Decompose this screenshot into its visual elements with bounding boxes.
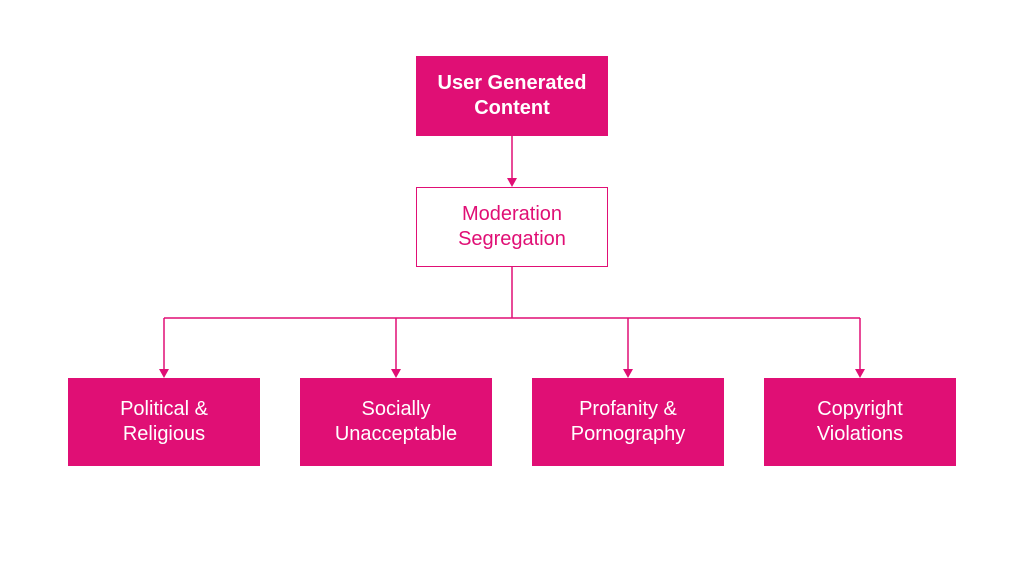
flowchart-stage: User GeneratedContent ModerationSegregati… bbox=[0, 0, 1024, 571]
node-label-line: User Generated bbox=[438, 71, 587, 96]
arrowhead-icon bbox=[159, 369, 169, 378]
node-pol: Political &Religious bbox=[68, 378, 260, 466]
node-label-line: Copyright bbox=[817, 397, 903, 422]
node-ugc: User GeneratedContent bbox=[416, 56, 608, 136]
node-label: CopyrightViolations bbox=[805, 397, 915, 447]
arrowhead-icon bbox=[391, 369, 401, 378]
arrowhead-icon bbox=[623, 369, 633, 378]
node-label-line: Content bbox=[438, 96, 587, 121]
node-prof: Profanity &Pornography bbox=[532, 378, 724, 466]
node-label-line: Profanity & bbox=[571, 397, 686, 422]
node-label: User GeneratedContent bbox=[426, 71, 599, 121]
node-label-line: Violations bbox=[817, 422, 903, 447]
node-label: Profanity &Pornography bbox=[559, 397, 698, 447]
node-label-line: Unacceptable bbox=[335, 422, 457, 447]
arrowhead-icon bbox=[507, 178, 517, 187]
node-label-line: Segregation bbox=[458, 227, 566, 252]
node-label: ModerationSegregation bbox=[446, 202, 578, 252]
node-copy: CopyrightViolations bbox=[764, 378, 956, 466]
arrowhead-icon bbox=[855, 369, 865, 378]
node-label-line: Socially bbox=[335, 397, 457, 422]
node-label-line: Pornography bbox=[571, 422, 686, 447]
node-label-line: Moderation bbox=[458, 202, 566, 227]
node-label-line: Religious bbox=[120, 422, 208, 447]
node-label: Political &Religious bbox=[108, 397, 220, 447]
node-label-line: Political & bbox=[120, 397, 208, 422]
node-soc: SociallyUnacceptable bbox=[300, 378, 492, 466]
node-label: SociallyUnacceptable bbox=[323, 397, 469, 447]
node-mod: ModerationSegregation bbox=[416, 187, 608, 267]
